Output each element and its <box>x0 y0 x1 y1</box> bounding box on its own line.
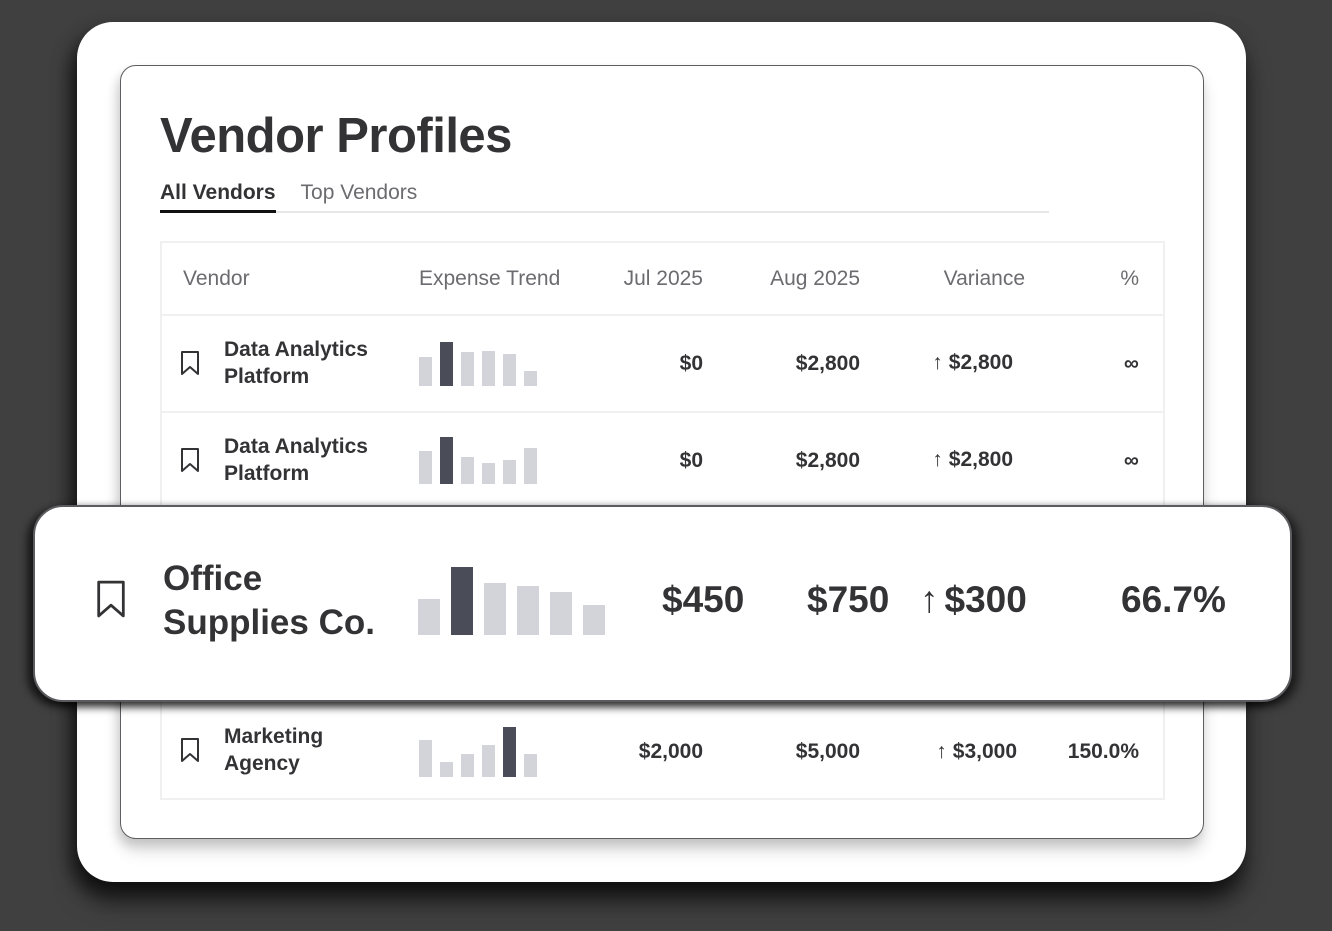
tab-all-vendors[interactable]: All Vendors <box>160 178 276 213</box>
expense-trend-sparkline <box>419 435 537 484</box>
trend-bar <box>461 754 474 777</box>
highlighted-row-office-supplies[interactable]: Office Supplies Co. $450 $750 ↑ $300 66.7… <box>33 505 1292 702</box>
table-header: Vendor Expense Trend Jul 2025 Aug 2025 V… <box>162 243 1163 316</box>
header-vendor[interactable]: Vendor <box>183 267 250 290</box>
header-variance[interactable]: Variance <box>943 267 1025 290</box>
jul-amount: $450 <box>662 579 745 620</box>
expense-trend-sparkline <box>419 338 537 386</box>
trend-bar <box>517 586 539 635</box>
trend-bar <box>484 583 506 635</box>
arrow-up-icon: ↑ <box>936 740 947 763</box>
aug-amount: $2,800 <box>795 352 860 375</box>
trend-bar <box>451 567 473 635</box>
arrow-up-icon: ↑ <box>932 351 943 374</box>
percent-value: 150.0% <box>1067 740 1139 763</box>
trend-bar <box>482 351 495 386</box>
header-jul-2025[interactable]: Jul 2025 <box>623 267 703 290</box>
trend-bar <box>524 754 537 777</box>
trend-bar <box>550 592 572 635</box>
header-expense-trend: Expense Trend <box>419 267 561 290</box>
vendor-name[interactable]: Office Supplies Co. <box>163 559 375 642</box>
jul-amount: $0 <box>679 449 703 472</box>
bookmark-icon[interactable] <box>180 737 200 763</box>
variance-value: ↑ $3,000 <box>936 740 1017 763</box>
percent-value: ∞ <box>1124 449 1139 472</box>
trend-bar <box>524 448 537 484</box>
percent-value: 66.7% <box>1121 579 1226 620</box>
expense-trend-sparkline <box>419 726 537 777</box>
page-title: Vendor Profiles <box>160 109 512 163</box>
trend-bar <box>461 457 474 484</box>
trend-bar <box>440 762 453 777</box>
vendor-name[interactable]: Marketing Agency <box>224 725 324 775</box>
bookmark-icon[interactable] <box>95 579 127 619</box>
trend-bar <box>482 463 495 484</box>
table-row[interactable]: Data Analytics Platform $0 $2,800 ↑ $2,80… <box>162 413 1163 510</box>
trend-bar <box>503 354 516 386</box>
trend-bar <box>419 740 432 777</box>
jul-amount: $2,000 <box>638 740 703 763</box>
trend-bar <box>524 371 537 386</box>
table-row[interactable]: Marketing Agency $2,000 $5,000 ↑ $3,000 1… <box>162 703 1163 800</box>
header-percent[interactable]: % <box>1120 267 1139 290</box>
vendor-name[interactable]: Data Analytics Platform <box>224 338 368 388</box>
tab-top-vendors[interactable]: Top Vendors <box>300 181 418 204</box>
trend-bar <box>419 357 432 386</box>
trend-bar <box>418 599 440 635</box>
jul-amount: $0 <box>679 352 703 375</box>
trend-bar <box>419 451 432 484</box>
trend-bar <box>583 605 605 635</box>
variance-value: ↑ $2,800 <box>932 448 1013 471</box>
trend-bar <box>482 745 495 777</box>
expense-trend-sparkline <box>418 565 605 635</box>
bookmark-icon[interactable] <box>180 350 200 376</box>
aug-amount: $5,000 <box>795 740 860 763</box>
trend-bar <box>461 352 474 386</box>
arrow-up-icon: ↑ <box>920 579 939 620</box>
aug-amount: $750 <box>807 579 890 620</box>
bookmark-icon[interactable] <box>180 447 200 473</box>
aug-amount: $2,800 <box>795 449 860 472</box>
percent-value: ∞ <box>1124 352 1139 375</box>
table-row[interactable]: Data Analytics Platform $0 $2,800 ↑ $2,80… <box>162 316 1163 413</box>
trend-bar <box>440 342 453 386</box>
trend-bar <box>440 437 453 484</box>
variance-value: ↑ $2,800 <box>932 351 1013 374</box>
header-aug-2025[interactable]: Aug 2025 <box>770 267 860 290</box>
tab-bar: All Vendors Top Vendors <box>160 178 1049 213</box>
arrow-up-icon: ↑ <box>932 448 943 471</box>
variance-value: ↑ $300 <box>920 579 1027 620</box>
trend-bar <box>503 460 516 484</box>
trend-bar <box>503 727 516 777</box>
vendor-name[interactable]: Data Analytics Platform <box>224 435 368 485</box>
